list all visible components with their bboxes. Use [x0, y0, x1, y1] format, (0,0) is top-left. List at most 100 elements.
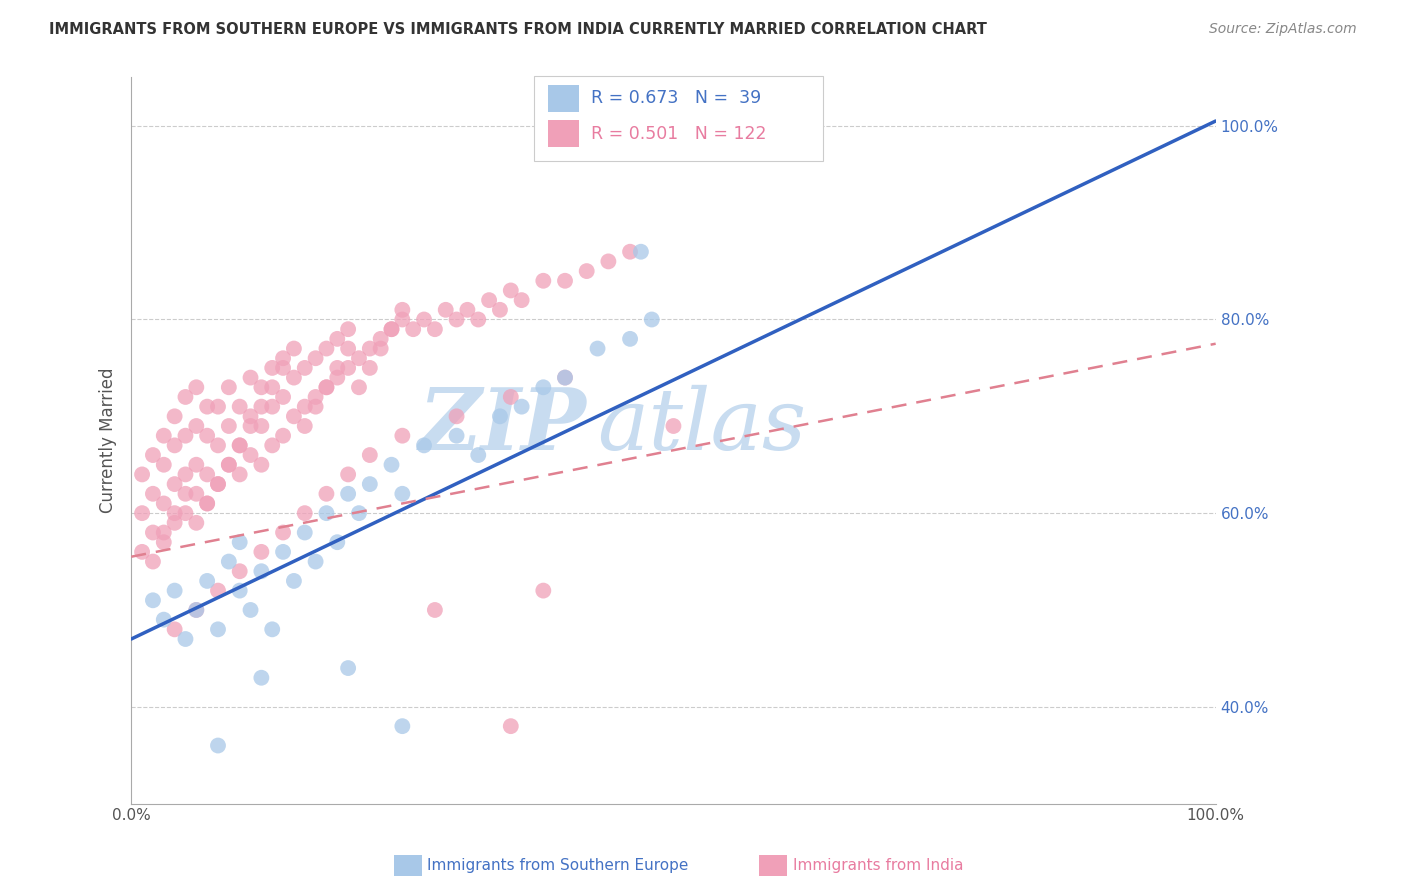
- Point: [262, 438, 284, 452]
- Point: [218, 419, 240, 434]
- Point: [619, 244, 641, 259]
- Point: [250, 458, 273, 472]
- Point: [446, 409, 468, 424]
- Point: [195, 467, 218, 482]
- Point: [250, 400, 273, 414]
- Point: [531, 380, 554, 394]
- Point: [413, 438, 436, 452]
- Point: [131, 506, 153, 520]
- Point: [380, 322, 402, 336]
- Text: Immigrants from Southern Europe: Immigrants from Southern Europe: [427, 858, 689, 872]
- Point: [337, 467, 360, 482]
- Point: [271, 525, 294, 540]
- Point: [271, 545, 294, 559]
- Point: [326, 360, 349, 375]
- Point: [391, 312, 413, 326]
- Point: [163, 506, 186, 520]
- Point: [174, 467, 197, 482]
- Point: [499, 390, 522, 404]
- Point: [186, 380, 208, 394]
- Text: Source: ZipAtlas.com: Source: ZipAtlas.com: [1209, 22, 1357, 37]
- Point: [152, 525, 174, 540]
- Point: [283, 409, 305, 424]
- Text: IMMIGRANTS FROM SOUTHERN EUROPE VS IMMIGRANTS FROM INDIA CURRENTLY MARRIED CORRE: IMMIGRANTS FROM SOUTHERN EUROPE VS IMMIG…: [49, 22, 987, 37]
- Point: [262, 400, 284, 414]
- Point: [174, 506, 197, 520]
- Point: [152, 535, 174, 549]
- Point: [142, 487, 165, 501]
- Point: [315, 380, 337, 394]
- Point: [250, 671, 273, 685]
- Point: [370, 332, 392, 346]
- Point: [423, 603, 446, 617]
- Point: [218, 555, 240, 569]
- Point: [337, 342, 360, 356]
- Point: [239, 409, 262, 424]
- Point: [456, 302, 478, 317]
- Point: [554, 370, 576, 384]
- Point: [283, 370, 305, 384]
- Point: [337, 322, 360, 336]
- Point: [531, 583, 554, 598]
- Y-axis label: Currently Married: Currently Married: [100, 368, 117, 513]
- Point: [228, 535, 250, 549]
- Point: [239, 419, 262, 434]
- Point: [207, 477, 229, 491]
- Point: [304, 390, 326, 404]
- Point: [250, 419, 273, 434]
- Point: [195, 400, 218, 414]
- Point: [239, 448, 262, 462]
- Point: [228, 583, 250, 598]
- Text: R = 0.673   N =  39: R = 0.673 N = 39: [591, 89, 761, 107]
- Point: [294, 400, 316, 414]
- Point: [163, 516, 186, 530]
- Point: [391, 487, 413, 501]
- Point: [347, 351, 370, 366]
- Point: [207, 623, 229, 637]
- Point: [271, 428, 294, 442]
- Point: [586, 342, 609, 356]
- Point: [207, 438, 229, 452]
- Point: [283, 574, 305, 588]
- Point: [575, 264, 598, 278]
- Point: [218, 458, 240, 472]
- Point: [326, 370, 349, 384]
- Point: [228, 400, 250, 414]
- Point: [413, 312, 436, 326]
- Point: [163, 477, 186, 491]
- Point: [174, 428, 197, 442]
- Point: [499, 719, 522, 733]
- Point: [186, 487, 208, 501]
- Point: [489, 302, 512, 317]
- Point: [662, 419, 685, 434]
- Point: [228, 438, 250, 452]
- Point: [271, 360, 294, 375]
- Point: [304, 555, 326, 569]
- Text: atlas: atlas: [598, 384, 807, 467]
- Point: [239, 603, 262, 617]
- Text: ZIP: ZIP: [419, 384, 586, 467]
- Point: [380, 458, 402, 472]
- Point: [391, 302, 413, 317]
- Point: [467, 448, 489, 462]
- Point: [619, 332, 641, 346]
- Point: [315, 342, 337, 356]
- Point: [163, 583, 186, 598]
- Point: [142, 448, 165, 462]
- Point: [554, 274, 576, 288]
- Point: [228, 564, 250, 578]
- Point: [391, 719, 413, 733]
- Point: [304, 400, 326, 414]
- Point: [294, 419, 316, 434]
- Point: [174, 487, 197, 501]
- Point: [326, 332, 349, 346]
- Point: [195, 428, 218, 442]
- Point: [391, 428, 413, 442]
- Point: [228, 438, 250, 452]
- Point: [250, 564, 273, 578]
- Text: Immigrants from India: Immigrants from India: [793, 858, 963, 872]
- Point: [359, 342, 381, 356]
- Point: [294, 360, 316, 375]
- Point: [347, 380, 370, 394]
- Point: [152, 428, 174, 442]
